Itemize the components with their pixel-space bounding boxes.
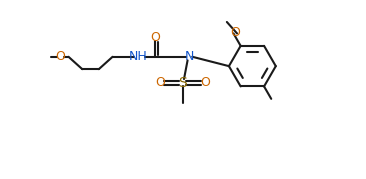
Text: O: O [150, 31, 160, 44]
Text: O: O [231, 26, 240, 39]
Text: NH: NH [129, 50, 148, 63]
Text: O: O [155, 76, 165, 89]
Text: S: S [178, 76, 187, 90]
Text: O: O [55, 50, 65, 63]
Text: N: N [184, 50, 194, 63]
Text: O: O [201, 76, 210, 89]
